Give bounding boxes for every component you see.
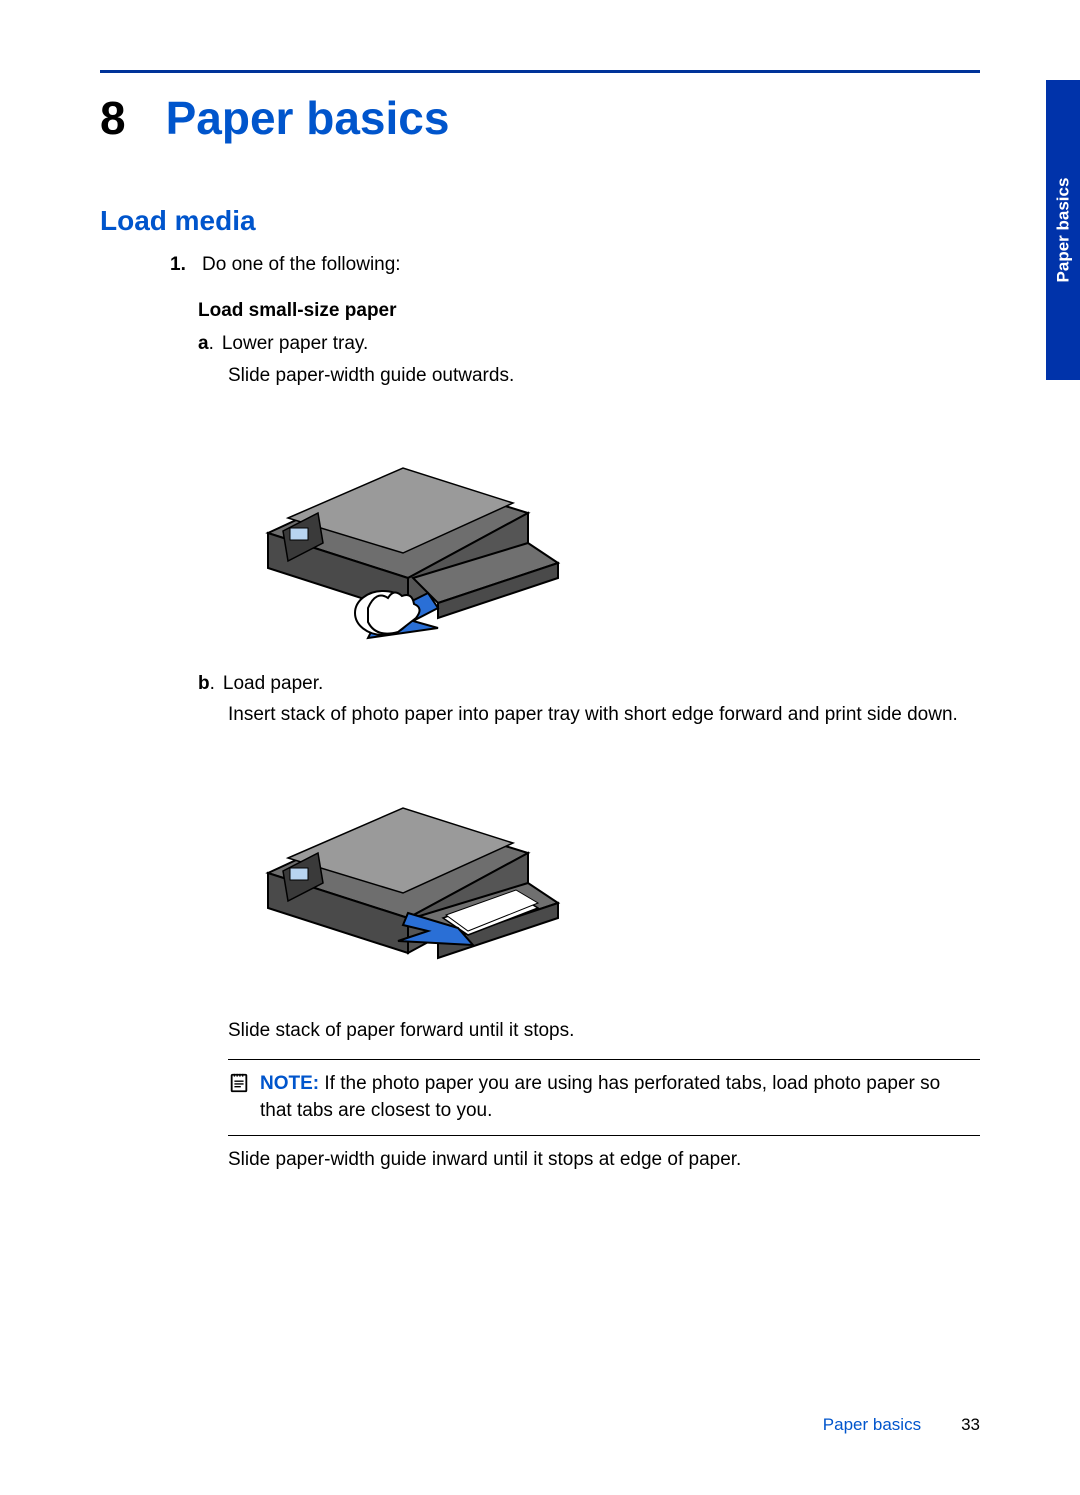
page-footer: Paper basics 33	[823, 1415, 980, 1435]
page-container: 8 Paper basics Load media 1. Do one of t…	[0, 0, 1080, 1495]
side-tab-label: Paper basics	[1053, 178, 1073, 283]
chapter-header: 8 Paper basics	[100, 91, 980, 145]
substep-b-after-note: Slide paper-width guide inward until it …	[228, 1146, 980, 1174]
step-1: 1. Do one of the following:	[170, 251, 980, 279]
printer-illustration-1	[228, 413, 568, 643]
substep-body: Lower paper tray.	[222, 330, 980, 358]
substep-b-line2: Insert stack of photo paper into paper t…	[228, 701, 980, 729]
section-heading: Load media	[100, 205, 980, 237]
step-text: Do one of the following:	[202, 251, 401, 279]
substep-body: Load paper.	[223, 670, 980, 698]
subsection-heading: Load small-size paper	[198, 297, 980, 325]
note-icon	[228, 1072, 250, 1094]
substep-marker: b.	[198, 670, 215, 698]
step-list: 1. Do one of the following: Load small-s…	[100, 251, 980, 1174]
printer-illustration-2	[228, 753, 568, 983]
note-label: NOTE:	[260, 1073, 319, 1094]
footer-title: Paper basics	[823, 1415, 921, 1435]
substep-b: b. Load paper.	[198, 670, 980, 698]
chapter-title: Paper basics	[166, 91, 450, 145]
note-box: NOTE: If the photo paper you are using h…	[228, 1059, 980, 1136]
substep-a-line2: Slide paper-width guide outwards.	[228, 362, 980, 390]
footer-page-number: 33	[961, 1415, 980, 1435]
substep-b-line1: Load paper.	[223, 670, 980, 698]
sub-list: a. Lower paper tray. Slide paper-width g…	[198, 330, 980, 1173]
substep-a: a. Lower paper tray.	[198, 330, 980, 358]
top-rule	[100, 70, 980, 73]
note-text-container: NOTE: If the photo paper you are using h…	[260, 1070, 976, 1125]
chapter-number: 8	[100, 91, 126, 145]
note-body: If the photo paper you are using has per…	[260, 1073, 940, 1122]
substep-b-after-img: Slide stack of paper forward until it st…	[228, 1017, 980, 1045]
step-marker: 1.	[170, 251, 194, 279]
substep-a-line1: Lower paper tray.	[222, 330, 980, 358]
substep-marker: a.	[198, 330, 214, 358]
side-tab: Paper basics	[1046, 80, 1080, 380]
